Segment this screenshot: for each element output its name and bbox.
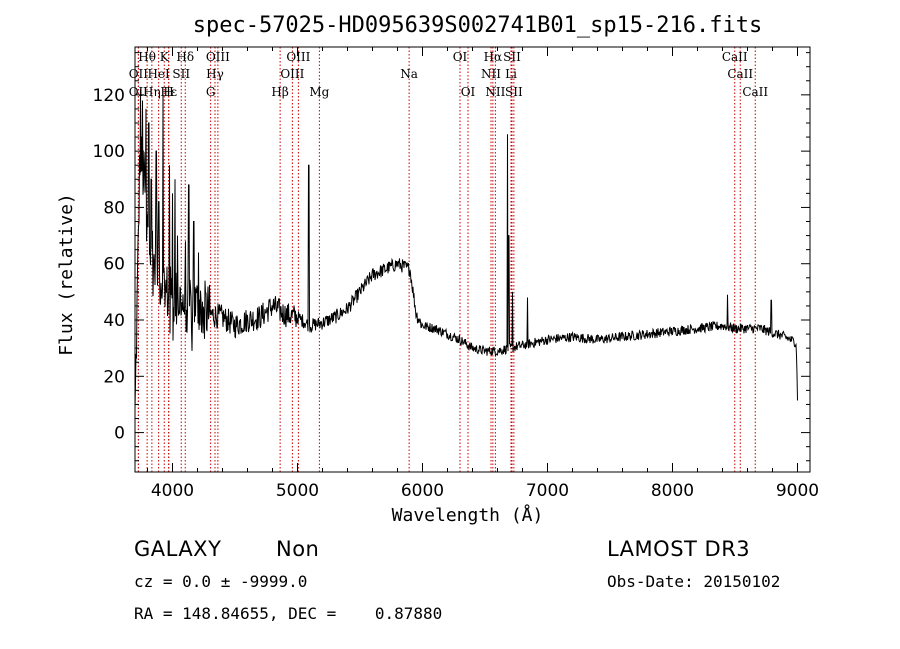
y-tick-label-4: 80 (103, 198, 125, 218)
line-label-18: OI (453, 50, 468, 64)
line-label-8: SII (172, 67, 190, 81)
line-label-26: CaII (722, 50, 748, 64)
y-tick-label-3: 60 (103, 255, 125, 275)
line-label-9: Hδ (176, 50, 194, 64)
y-tick-label-5: 100 (93, 142, 125, 162)
y-axis-label: Flux (relative) (56, 193, 77, 356)
line-label-19: OI (461, 85, 476, 99)
line-label-15: OIII (286, 50, 310, 64)
plot-frame (134, 46, 811, 473)
line-label-10: Hγ (206, 67, 224, 81)
object-subclass: Non (276, 537, 320, 561)
redshift-readout: cz = 0.0 ± -9999.0 (134, 572, 308, 591)
line-label-6: H (163, 85, 173, 99)
y-tick-label-1: 20 (103, 367, 125, 387)
coordinates-readout: RA = 148.84655, DEC = 0.87880 (134, 604, 443, 623)
y-tick-label-2: 40 (103, 311, 125, 331)
x-tick-label-3: 7000 (526, 481, 569, 501)
line-label-2: Hη (143, 85, 161, 99)
line-label-7: Hε (160, 85, 177, 99)
object-class: GALAXY (134, 537, 222, 561)
x-tick-label-2: 6000 (401, 481, 444, 501)
line-label-24: SII (505, 85, 523, 99)
x-tick-label-0: 4000 (151, 481, 194, 501)
y-tick-label-0: 0 (114, 424, 125, 444)
x-tick-label-4: 8000 (651, 481, 694, 501)
line-label-21: NII (481, 67, 501, 81)
chart-title: spec-57025-HD095639S002741B01_sp15-216.f… (193, 13, 763, 38)
line-label-11: G (206, 85, 216, 99)
line-label-14: OIII (280, 67, 304, 81)
line-label-4: HeI (147, 67, 170, 81)
x-axis-label: Wavelength (Å) (392, 504, 544, 526)
spectrum-line (134, 89, 798, 409)
line-label-1: Hθ (138, 50, 156, 64)
line-label-3: OII (129, 67, 149, 81)
line-label-5: K (160, 50, 170, 64)
line-label-20: Hα (484, 50, 503, 64)
observation-date: Obs-Date: 20150102 (607, 572, 781, 591)
line-label-16: Mg (309, 85, 329, 99)
x-tick-label-5: 9000 (776, 481, 819, 501)
line-label-22: NII (485, 85, 505, 99)
line-label-13: Hβ (271, 85, 288, 99)
line-label-12: OIII (206, 50, 230, 64)
y-tick-label-6: 120 (93, 86, 125, 106)
line-label-27: CaII (727, 67, 753, 81)
line-label-23: SII (503, 50, 521, 64)
line-label-25: Li (505, 67, 517, 81)
x-tick-label-1: 5000 (276, 481, 319, 501)
line-label-28: CaII (742, 85, 768, 99)
line-label-17: Na (400, 67, 418, 81)
line-label-0: OII (129, 85, 149, 99)
survey-name: LAMOST DR3 (607, 537, 751, 561)
